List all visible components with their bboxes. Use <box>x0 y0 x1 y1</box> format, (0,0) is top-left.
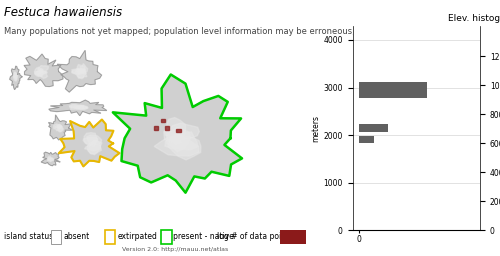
Text: absent: absent <box>63 232 89 241</box>
Polygon shape <box>75 69 86 78</box>
Polygon shape <box>80 106 88 109</box>
Polygon shape <box>15 75 17 81</box>
Polygon shape <box>58 126 64 131</box>
Polygon shape <box>48 156 51 160</box>
Polygon shape <box>78 69 87 79</box>
Text: present - native: present - native <box>174 232 234 241</box>
Polygon shape <box>14 72 16 77</box>
Polygon shape <box>70 106 88 110</box>
Polygon shape <box>88 140 101 154</box>
Polygon shape <box>14 74 16 78</box>
Polygon shape <box>48 115 72 140</box>
Polygon shape <box>38 70 48 78</box>
Polygon shape <box>76 65 85 73</box>
Polygon shape <box>87 135 102 145</box>
Polygon shape <box>113 74 242 193</box>
Polygon shape <box>59 120 120 166</box>
Polygon shape <box>49 158 54 161</box>
Polygon shape <box>154 137 199 156</box>
Polygon shape <box>35 71 46 75</box>
Bar <box>176 129 180 132</box>
Polygon shape <box>87 140 102 155</box>
FancyBboxPatch shape <box>51 230 61 244</box>
Polygon shape <box>49 100 106 116</box>
FancyBboxPatch shape <box>161 230 172 244</box>
Polygon shape <box>74 106 88 109</box>
Polygon shape <box>48 158 52 161</box>
Text: Many populations not yet mapped; population level information may be erroneous, : Many populations not yet mapped; populat… <box>4 27 430 36</box>
Polygon shape <box>166 127 190 152</box>
Polygon shape <box>54 124 60 131</box>
FancyBboxPatch shape <box>105 230 116 244</box>
Polygon shape <box>69 105 84 108</box>
Text: log # of data points: log # of data points <box>217 232 293 241</box>
Polygon shape <box>50 158 52 162</box>
Polygon shape <box>35 71 43 76</box>
Polygon shape <box>58 125 62 129</box>
Polygon shape <box>41 152 60 166</box>
Polygon shape <box>14 75 17 81</box>
Polygon shape <box>37 69 43 77</box>
Polygon shape <box>72 68 85 74</box>
Polygon shape <box>50 158 54 160</box>
Bar <box>358 136 374 143</box>
Polygon shape <box>10 66 22 90</box>
Polygon shape <box>164 118 186 145</box>
Polygon shape <box>70 104 84 109</box>
Polygon shape <box>84 133 98 146</box>
Text: extirpated: extirpated <box>117 232 157 241</box>
Polygon shape <box>72 69 86 74</box>
Polygon shape <box>58 50 102 92</box>
Bar <box>358 124 388 132</box>
Polygon shape <box>38 66 48 73</box>
FancyBboxPatch shape <box>280 230 306 244</box>
Polygon shape <box>14 72 16 79</box>
Text: Elev. histogram: Elev. histogram <box>448 14 500 24</box>
Polygon shape <box>34 67 43 77</box>
Bar <box>358 82 426 98</box>
Polygon shape <box>164 123 200 139</box>
Bar <box>154 126 158 130</box>
Polygon shape <box>80 63 87 74</box>
Text: island status: island status <box>4 232 53 241</box>
Polygon shape <box>58 124 61 129</box>
Text: Festuca hawaiiensis: Festuca hawaiiensis <box>4 6 122 19</box>
Polygon shape <box>168 134 201 160</box>
Polygon shape <box>54 125 62 129</box>
Bar <box>165 126 170 130</box>
Polygon shape <box>84 144 100 151</box>
Bar <box>160 119 165 122</box>
Polygon shape <box>76 107 84 109</box>
Y-axis label: meters: meters <box>312 114 320 142</box>
Polygon shape <box>48 158 51 162</box>
Polygon shape <box>165 132 198 150</box>
Polygon shape <box>24 54 63 87</box>
Text: Version 2.0: http://mauu.net/atlas: Version 2.0: http://mauu.net/atlas <box>122 247 228 252</box>
Polygon shape <box>15 73 18 79</box>
Polygon shape <box>58 126 62 132</box>
Polygon shape <box>83 137 98 144</box>
